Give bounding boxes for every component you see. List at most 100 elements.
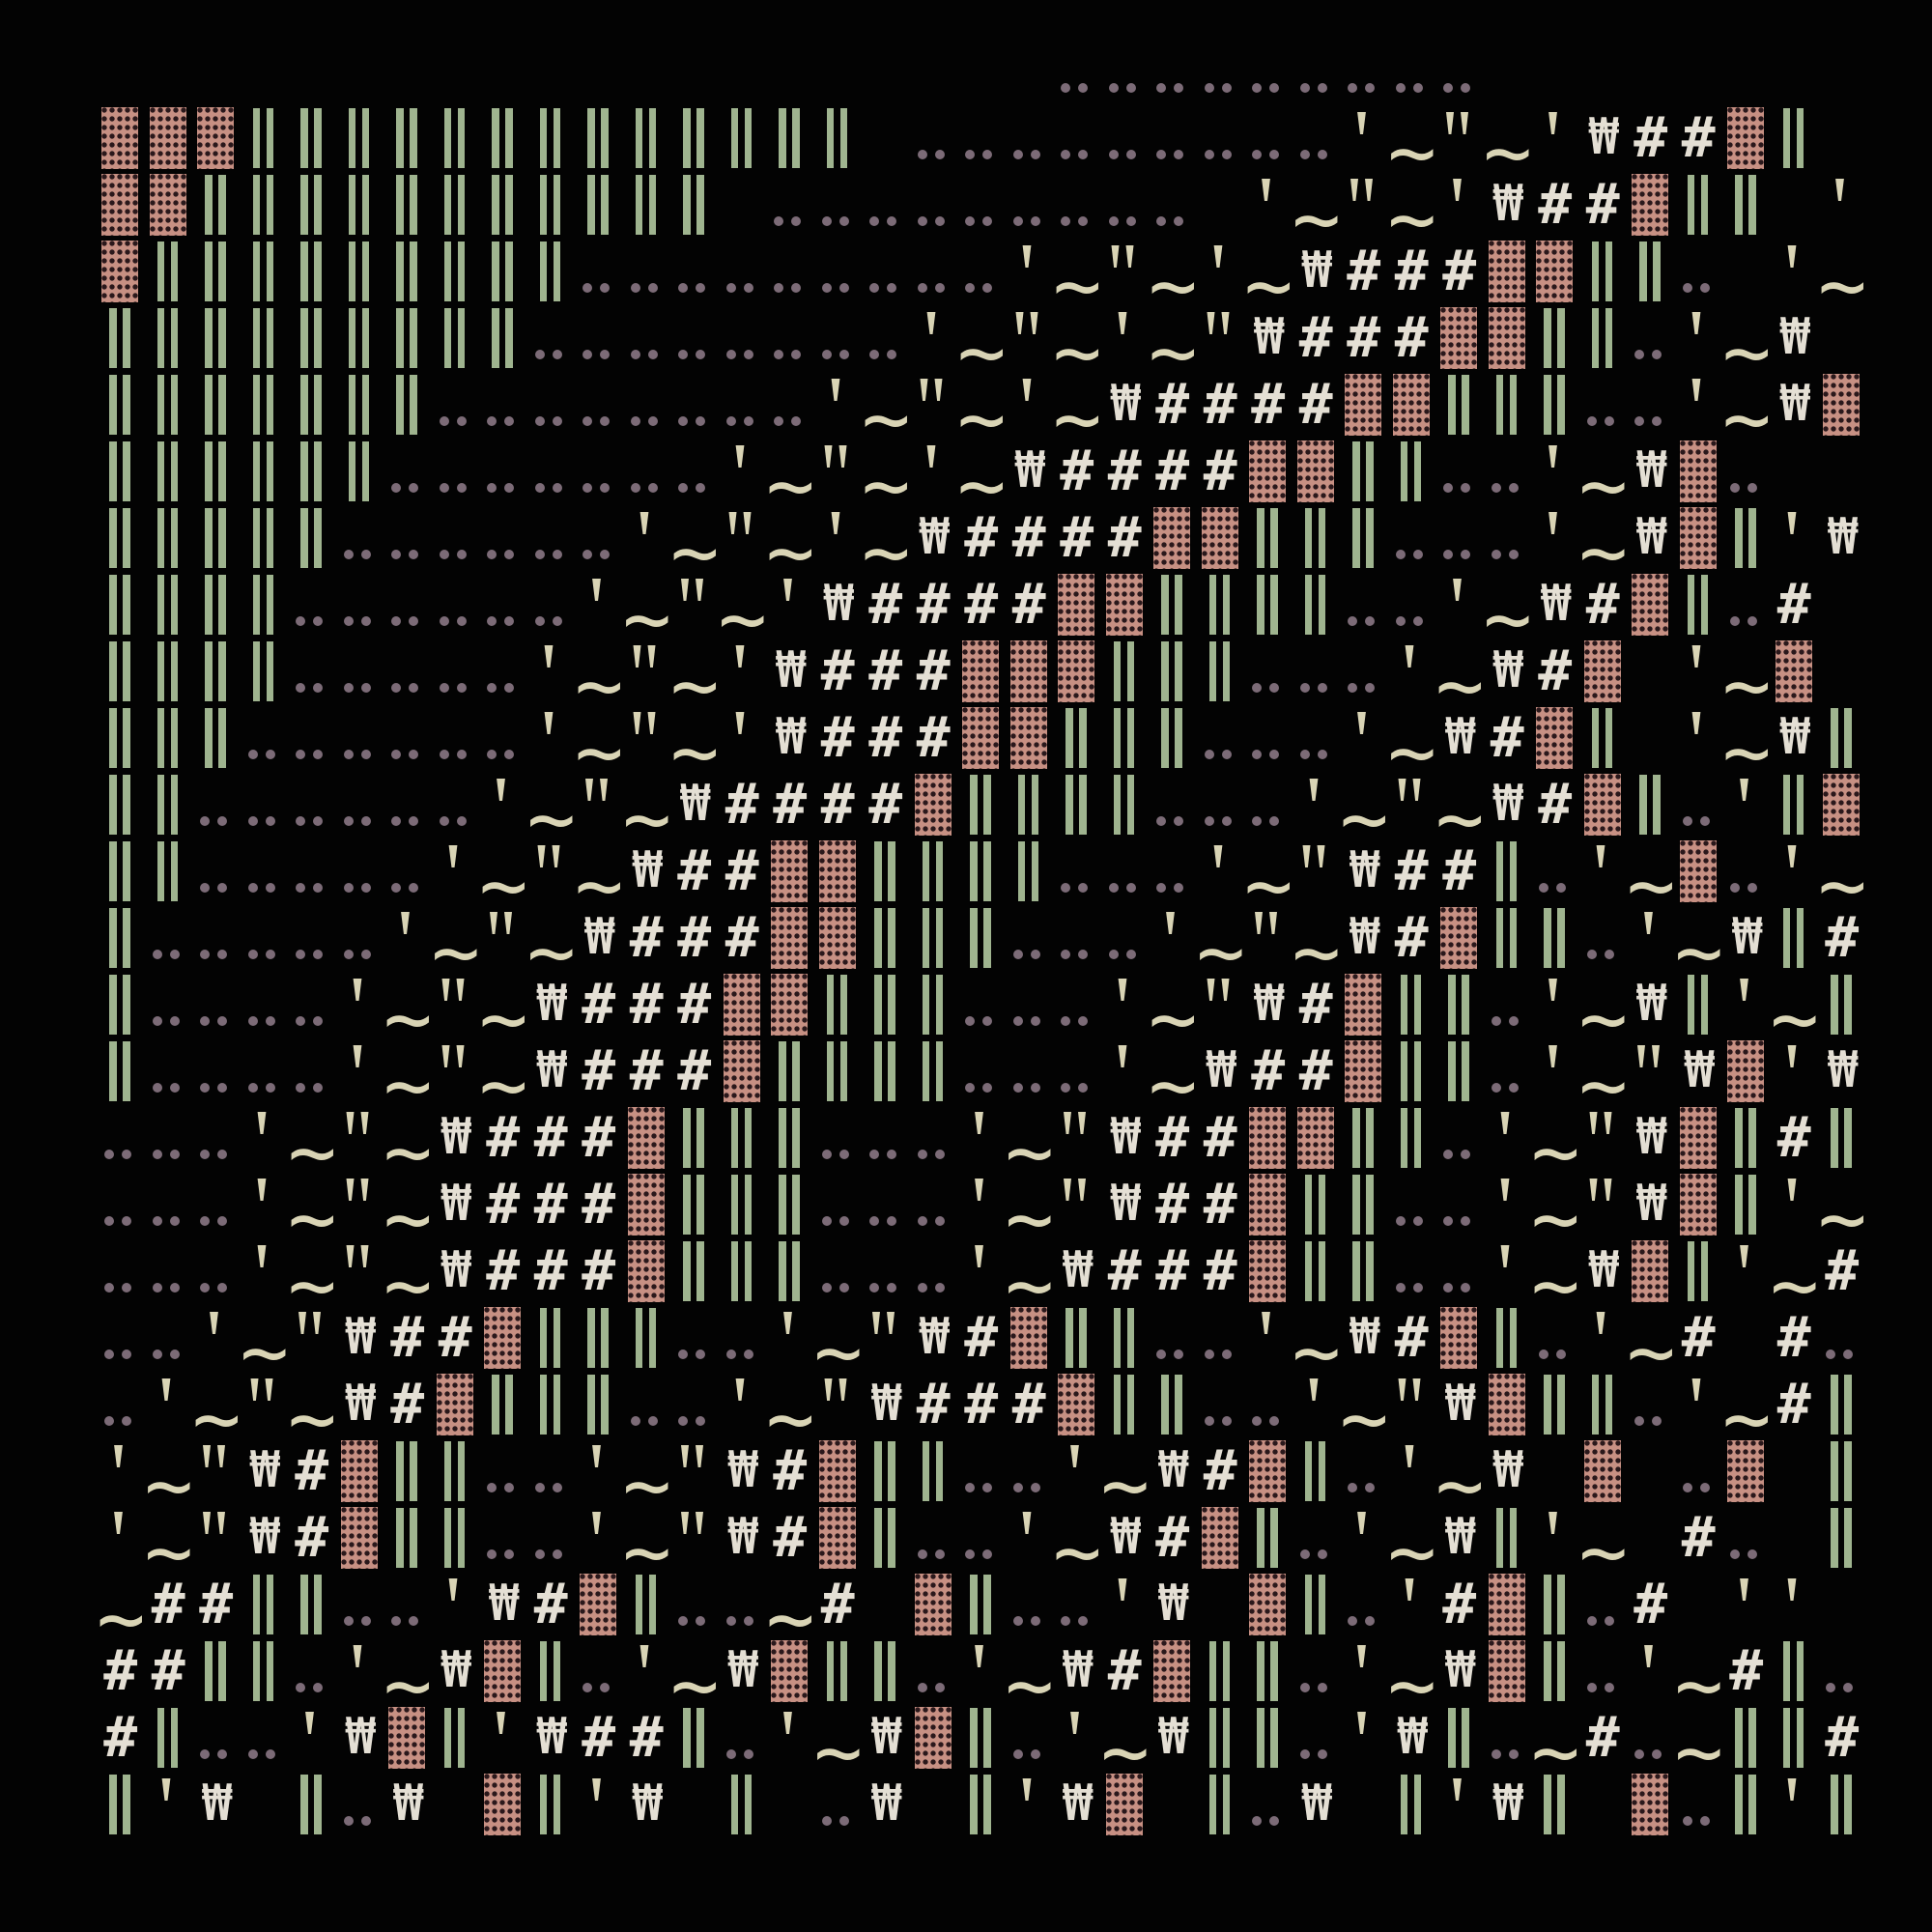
two-dot-glyph	[1101, 905, 1150, 972]
double-quote-glyph	[192, 1505, 241, 1572]
double-bar-glyph	[1340, 1172, 1388, 1238]
dotted-block-glyph	[432, 1372, 480, 1438]
two-dot-glyph	[814, 1105, 863, 1172]
tilde-glyph: ~	[1387, 1637, 1437, 1732]
ascii-art-grid: ~ ~ ₩ # # ~ ~ ₩ # # ~ ~ ~ ₩ # # # ~ ~ ~ ~ ₩ # # # ~ ₩ ~ ~ ~ ₩ # # # # ~ ₩ ~ ~ ~…	[97, 39, 1867, 1838]
tilde-glyph: ~	[384, 971, 433, 1065]
won-sign-glyph: ₩	[632, 1775, 663, 1833]
tilde-glyph: ~	[1100, 1704, 1151, 1799]
two-dot-glyph	[1531, 838, 1579, 905]
won-sign-glyph: ₩	[345, 1375, 376, 1433]
two-dot-glyph	[336, 1772, 384, 1838]
double-bar-glyph	[336, 372, 384, 439]
won-sign-glyph: ₩	[345, 1308, 376, 1366]
apostrophe-glyph	[1484, 1105, 1532, 1172]
apostrophe-glyph	[527, 639, 576, 705]
double-quote-glyph	[432, 1038, 480, 1105]
double-bar-glyph	[432, 172, 480, 239]
dotted-block-glyph	[1818, 372, 1866, 439]
double-bar-glyph	[527, 1772, 576, 1838]
empty-cell	[479, 39, 527, 105]
tilde-glyph: ~	[1674, 1704, 1724, 1799]
dotted-block-glyph	[575, 1572, 623, 1638]
double-bar-glyph	[1722, 505, 1771, 572]
double-quote-glyph	[1388, 1372, 1436, 1438]
dotted-block-glyph	[1340, 972, 1388, 1038]
two-dot-glyph	[575, 439, 623, 505]
two-dot-glyph	[241, 1705, 289, 1772]
double-quote-glyph	[288, 1305, 336, 1372]
dotted-block-glyph	[1627, 172, 1675, 239]
dotted-block-glyph	[1101, 572, 1150, 639]
two-dot-glyph	[1053, 105, 1101, 172]
two-dot-glyph	[910, 1172, 958, 1238]
hash-glyph: #	[916, 704, 951, 770]
two-dot-glyph	[1101, 105, 1150, 172]
double-bar-glyph	[623, 1305, 671, 1372]
won-sign-glyph: ₩	[1588, 1241, 1619, 1299]
won-sign-glyph: ₩	[1110, 375, 1141, 433]
dotted-block-glyph	[1197, 1505, 1245, 1572]
empty-cell	[1197, 1572, 1245, 1638]
double-bar-glyph	[1675, 1238, 1723, 1305]
empty-cell	[814, 39, 863, 105]
double-bar-glyph	[432, 1438, 480, 1505]
empty-cell	[862, 39, 910, 105]
won-sign-glyph: ₩	[632, 841, 663, 899]
two-dot-glyph	[1197, 705, 1245, 772]
tilde-glyph: ~	[575, 838, 624, 932]
two-dot-glyph	[1435, 1172, 1484, 1238]
apostrophe-glyph	[623, 505, 671, 572]
dotted-block-glyph	[1722, 105, 1771, 172]
empty-cell	[1675, 39, 1723, 105]
empty-cell	[241, 39, 289, 105]
double-bar-glyph	[241, 1638, 289, 1705]
hash-glyph: #	[820, 771, 855, 837]
dotted-block-glyph	[479, 1305, 527, 1372]
tilde-glyph: ~	[1053, 371, 1102, 466]
apostrophe-glyph	[1435, 1772, 1484, 1838]
hash-glyph: #	[1203, 1171, 1237, 1236]
apostrophe-glyph	[575, 1438, 623, 1505]
double-bar-glyph	[192, 572, 241, 639]
two-dot-glyph	[192, 1172, 241, 1238]
hash-glyph: #	[629, 1704, 664, 1770]
double-bar-glyph	[145, 639, 193, 705]
two-dot-glyph	[910, 1505, 958, 1572]
tilde-glyph: ~	[862, 371, 911, 466]
two-dot-glyph	[1579, 372, 1628, 439]
won-sign-glyph: ₩	[1445, 1641, 1475, 1699]
two-dot-glyph	[719, 305, 767, 372]
tilde-glyph: ~	[1053, 1504, 1102, 1599]
tilde-glyph: ~	[431, 904, 481, 999]
dotted-block-glyph	[97, 105, 145, 172]
double-bar-glyph	[1101, 639, 1150, 705]
two-dot-glyph	[1006, 905, 1054, 972]
double-bar-glyph	[241, 439, 289, 505]
apostrophe-glyph	[1771, 1172, 1819, 1238]
double-bar-glyph	[1197, 572, 1245, 639]
apostrophe-glyph	[575, 1772, 623, 1838]
hash-glyph: #	[1298, 1037, 1333, 1103]
dotted-block-glyph	[336, 1505, 384, 1572]
double-bar-glyph	[241, 105, 289, 172]
double-bar-glyph	[384, 105, 432, 172]
two-dot-glyph	[1579, 905, 1628, 972]
two-dot-glyph	[1006, 105, 1054, 172]
two-dot-glyph	[192, 838, 241, 905]
double-bar-glyph	[1627, 239, 1675, 305]
art-row: ~ # # ₩ # ~ # ₩ # #	[97, 1572, 1866, 1664]
double-bar-glyph	[1771, 905, 1819, 972]
double-bar-glyph	[479, 1372, 527, 1438]
double-bar-glyph	[336, 239, 384, 305]
double-quote-glyph	[1053, 1172, 1101, 1238]
dotted-block-glyph	[1675, 1105, 1723, 1172]
double-bar-glyph	[241, 505, 289, 572]
two-dot-glyph	[336, 772, 384, 838]
apostrophe-glyph	[719, 639, 767, 705]
dotted-block-glyph	[1484, 1372, 1532, 1438]
dotted-block-glyph	[1053, 639, 1101, 705]
hash-glyph: #	[724, 771, 759, 837]
hash-glyph: #	[1585, 1704, 1620, 1770]
double-bar-glyph	[288, 372, 336, 439]
